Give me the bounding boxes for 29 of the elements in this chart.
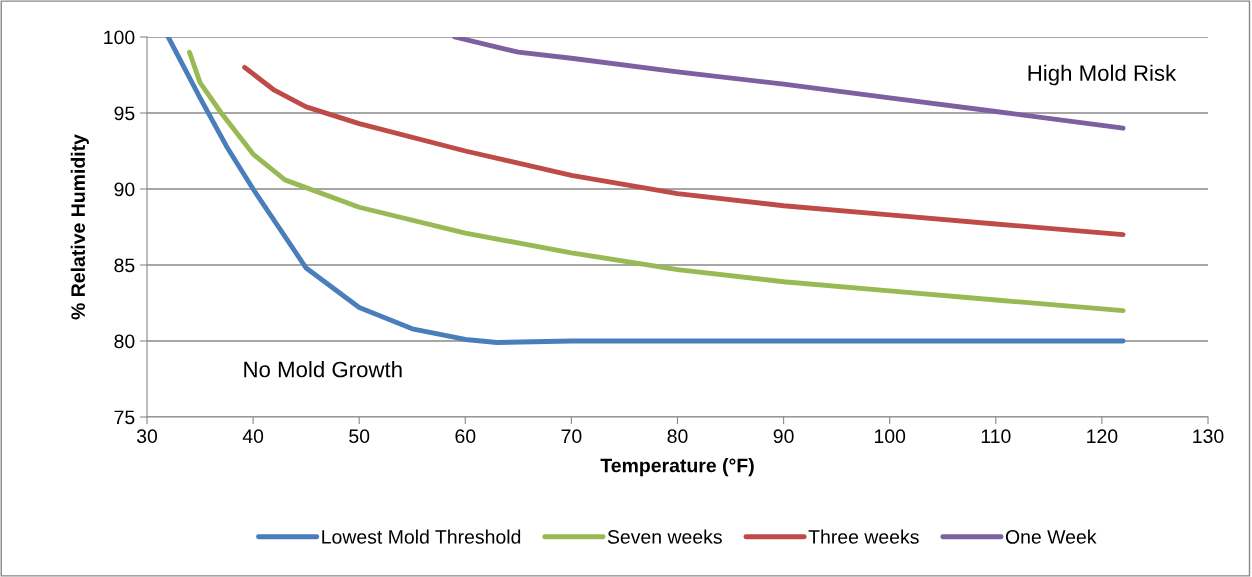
line-series [165,37,1126,345]
x-tick-label: 100 [874,429,906,444]
x-tick-label: 40 [242,429,264,444]
legend-label: Lowest Mold Threshold [322,529,521,544]
x-axis-title: Temperature (°F) [600,458,754,477]
x-tick-label: 130 [1193,429,1224,444]
y-tick-label: 95 [114,106,135,121]
y-tick-label: 85 [114,258,135,273]
x-tick-label: 70 [561,429,582,444]
y-tick-label: 100 [104,30,135,45]
x-tick-label: 60 [455,429,476,444]
y-axis-title: % Relative Humidity [70,134,89,320]
annotation: High Mold Risk [1028,64,1177,86]
line-series [452,37,1126,131]
legend-label: Three weeks [808,529,919,544]
y-tick-label: 90 [114,182,135,197]
y-tick-label: 75 [114,410,135,425]
x-tick-label: 120 [1087,429,1118,444]
x-tick-label: 30 [136,429,158,444]
x-tick-label: 110 [981,429,1011,444]
x-tick-label: 50 [349,429,370,444]
x-tick-label: 90 [773,429,794,444]
legend-label: Seven weeks [607,529,722,544]
y-tick-label: 80 [114,334,135,349]
line-series [242,64,1126,238]
annotation: No Mold Growth [244,361,402,378]
legend-label: One Week [1005,529,1097,544]
line-series [187,49,1126,314]
x-tick-label: 80 [667,429,688,444]
